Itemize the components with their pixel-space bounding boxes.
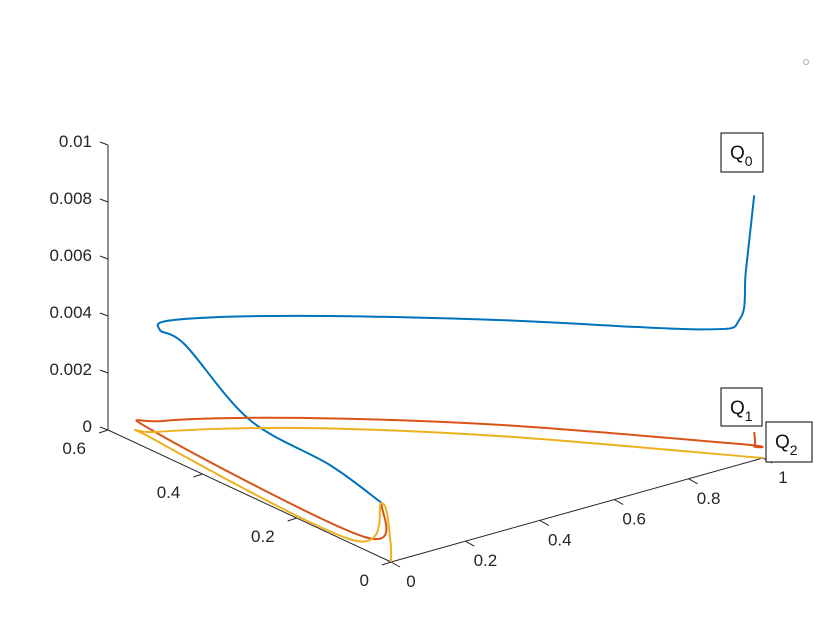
annotation-subscript: 2	[790, 442, 798, 458]
y-tick	[193, 473, 203, 478]
annotation-subscript: 0	[745, 153, 753, 169]
y-tick	[98, 429, 109, 434]
z-tick	[99, 312, 109, 317]
z-tick	[99, 141, 109, 146]
series-line-q2	[133, 426, 764, 563]
x-tick	[465, 540, 475, 547]
annotation-q2: Q2	[765, 421, 813, 463]
y-tick-label: 0.6	[62, 439, 86, 458]
series-line-q0	[156, 195, 756, 504]
z-tick	[99, 198, 109, 203]
x-tick	[539, 519, 550, 526]
annotation-subscript: 1	[745, 408, 753, 424]
z-tick-label: 0.002	[49, 360, 92, 379]
x-tick-label: 0.2	[474, 551, 498, 570]
y-tick-label: 0	[360, 571, 369, 590]
y-tick-label: 0.4	[157, 483, 181, 502]
x-tick-label: 0.4	[548, 530, 572, 549]
y-tick	[287, 517, 297, 522]
z-tick-label: 0.004	[49, 303, 92, 322]
z-tick-label: 0	[83, 417, 92, 436]
z-tick-label: 0.008	[49, 189, 92, 208]
y-axis-line	[107, 429, 392, 563]
x-tick	[613, 499, 624, 506]
z-tick-label: 0.006	[49, 246, 92, 265]
z-tick-label: 0.01	[59, 132, 92, 151]
y-tick-label: 0.2	[251, 527, 275, 546]
annotation-box	[720, 132, 764, 173]
x-axis-line	[390, 457, 764, 563]
x-tick-label: 1	[778, 468, 787, 487]
z-tick	[99, 426, 109, 431]
marker-dot	[803, 59, 809, 65]
x-tick-label: 0	[406, 572, 415, 591]
annotation-box	[765, 421, 813, 463]
z-tick	[99, 369, 109, 374]
annotation-q1: Q1	[720, 387, 763, 427]
axes: 0 0.2 0.4 0.6 0.8 1 0 0.2 0.4 0.6 0 0.002 0.004 0.006…	[49, 132, 787, 591]
annotation-box	[720, 387, 763, 427]
annotation-q0: Q0	[720, 132, 764, 173]
x-tick	[390, 561, 401, 568]
curves	[133, 195, 764, 563]
x-tick-label: 0.6	[622, 510, 646, 529]
z-tick	[99, 255, 109, 260]
series-line-q1	[135, 416, 764, 541]
x-tick-label: 0.8	[697, 489, 721, 508]
y-tick	[381, 561, 392, 566]
x-tick	[688, 478, 698, 485]
